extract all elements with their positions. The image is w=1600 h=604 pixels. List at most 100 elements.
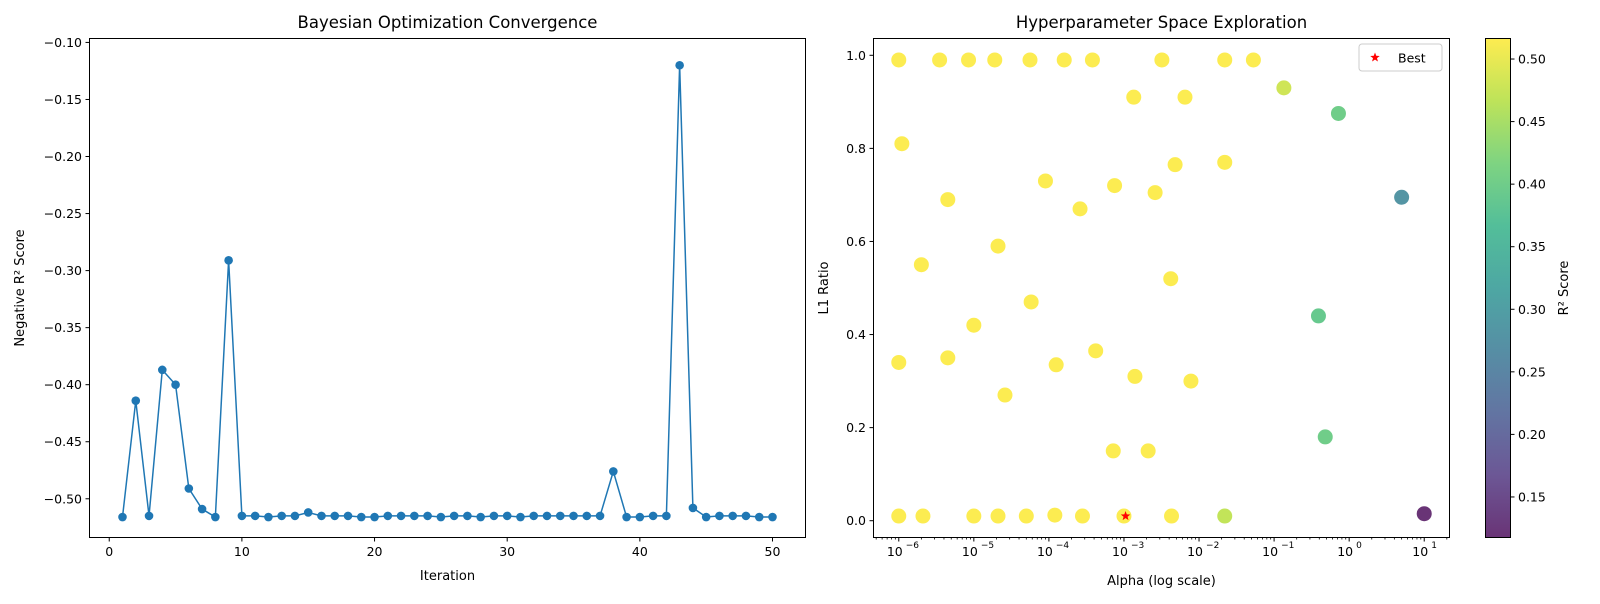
exploration-point <box>1088 343 1104 359</box>
convergence-axes-frame <box>89 38 806 538</box>
convergence-point <box>197 504 207 514</box>
colorbar-tick-label: 0.40 <box>1518 177 1546 192</box>
convergence-point <box>211 512 220 522</box>
exploration-point <box>1023 294 1039 310</box>
y-tick-label: 0.4 <box>846 327 866 342</box>
convergence-x-label: Iteration <box>420 569 475 584</box>
convergence-point <box>609 467 618 476</box>
convergence-point <box>237 511 247 521</box>
convergence-point <box>622 512 631 522</box>
exploration-point <box>1107 178 1123 194</box>
convergence-point <box>250 511 260 521</box>
convergence-point <box>118 512 127 522</box>
y-tick-label: −0.50 <box>44 491 82 506</box>
colorbar: 0.15 0.20 0.25 0.30 0.35 0.40 0.45 0.50 R² Scor… <box>1485 38 1572 538</box>
convergence-point <box>343 511 353 521</box>
exploration-point <box>1047 507 1063 523</box>
exploration-point <box>894 136 910 152</box>
exploration-point <box>1164 508 1180 524</box>
exploration-point <box>1167 157 1183 173</box>
colorbar-tick-label: 0.15 <box>1518 489 1546 504</box>
legend: Best <box>1358 43 1443 72</box>
legend-star-shape <box>1370 52 1380 62</box>
y-tick-label: −0.35 <box>44 320 82 335</box>
x-tick-exponent: −6 <box>906 541 920 551</box>
exploration-point <box>1074 508 1090 524</box>
convergence-point <box>463 511 472 521</box>
convergence-point <box>754 512 764 522</box>
x-tick-exponent: −3 <box>1131 541 1144 551</box>
exploration-point <box>891 52 907 68</box>
y-tick-label: −0.30 <box>44 263 82 278</box>
x-tick-label: 20 <box>367 544 383 559</box>
exploration-point <box>913 257 929 273</box>
exploration-point <box>891 508 907 524</box>
y-tick-label: −0.10 <box>44 35 82 50</box>
x-tick-label: 10 <box>234 544 250 559</box>
exploration-point <box>1330 105 1346 121</box>
y-tick-label: 0.2 <box>846 420 866 435</box>
exploration-point <box>915 508 931 524</box>
exploration-point <box>1147 185 1163 201</box>
colorbar-ticks: 0.15 0.20 0.25 0.30 0.35 0.40 0.45 0.50 <box>1510 52 1546 504</box>
convergence-chart: Bayesian Optimization Convergence 0 10 20 3… <box>13 13 806 584</box>
colorbar-label: R² Score <box>1557 261 1572 316</box>
y-tick-label: 0.8 <box>846 141 866 156</box>
exploration-point <box>1163 271 1179 287</box>
legend-best-label: Best <box>1398 51 1426 66</box>
exploration-x-label: Alpha (log scale) <box>1107 574 1216 589</box>
convergence-point <box>582 511 592 521</box>
exploration-point <box>1394 189 1410 205</box>
convergence-point <box>264 512 273 522</box>
exploration-y-ticks: 0.0 0.2 0.4 0.6 0.8 1.0 <box>846 48 874 528</box>
x-tick-label: 10 <box>1262 544 1278 559</box>
legend-best-star-icon <box>1370 52 1380 62</box>
best-star-icon <box>1120 511 1131 521</box>
x-tick-exponent: −2 <box>1206 541 1219 551</box>
convergence-point <box>184 484 194 493</box>
exploration-point <box>1072 201 1088 217</box>
exploration-point <box>1317 429 1333 445</box>
exploration-point <box>1022 52 1038 68</box>
exploration-title: Hyperparameter Space Exploration <box>1016 13 1307 32</box>
colorbar-tick-label: 0.50 <box>1518 52 1546 67</box>
x-tick-exponent: −5 <box>981 541 994 551</box>
exploration-point <box>932 52 948 68</box>
exploration-chart: Hyperparameter Space Exploration 10 −6 10 −… <box>817 13 1450 589</box>
exploration-point <box>990 238 1006 254</box>
convergence-point <box>449 511 459 521</box>
x-tick-label: 10 <box>1412 544 1428 559</box>
exploration-point <box>1276 80 1292 96</box>
convergence-point <box>516 512 525 522</box>
exploration-point <box>961 52 977 68</box>
convergence-y-label: Negative R² Score <box>13 229 28 346</box>
convergence-point <box>569 511 578 521</box>
convergence-point <box>370 512 379 522</box>
convergence-point <box>502 511 512 521</box>
exploration-y-label: L1 Ratio <box>817 261 832 314</box>
x-tick-label: 10 <box>1337 544 1353 559</box>
x-tick-exponent: −4 <box>1056 541 1070 551</box>
convergence-point <box>648 511 658 521</box>
colorbar-gradient <box>1485 38 1511 538</box>
convergence-point <box>131 396 141 405</box>
exploration-point <box>940 350 956 366</box>
convergence-point <box>290 511 300 521</box>
convergence-point <box>157 365 167 375</box>
convergence-point <box>224 256 233 265</box>
convergence-point <box>741 511 751 521</box>
convergence-point <box>688 503 698 513</box>
convergence-point <box>701 512 711 522</box>
convergence-marks <box>118 60 777 522</box>
convergence-point <box>356 512 366 522</box>
convergence-point <box>555 511 565 521</box>
y-tick-label: 1.0 <box>846 48 866 63</box>
exploration-point <box>1018 508 1034 524</box>
convergence-x-ticks: 0 10 20 30 40 50 <box>105 537 780 559</box>
exploration-point <box>1416 506 1432 522</box>
exploration-point <box>1037 173 1053 189</box>
exploration-point <box>1217 52 1233 68</box>
convergence-point <box>436 512 446 522</box>
convergence-line-series <box>121 65 773 519</box>
